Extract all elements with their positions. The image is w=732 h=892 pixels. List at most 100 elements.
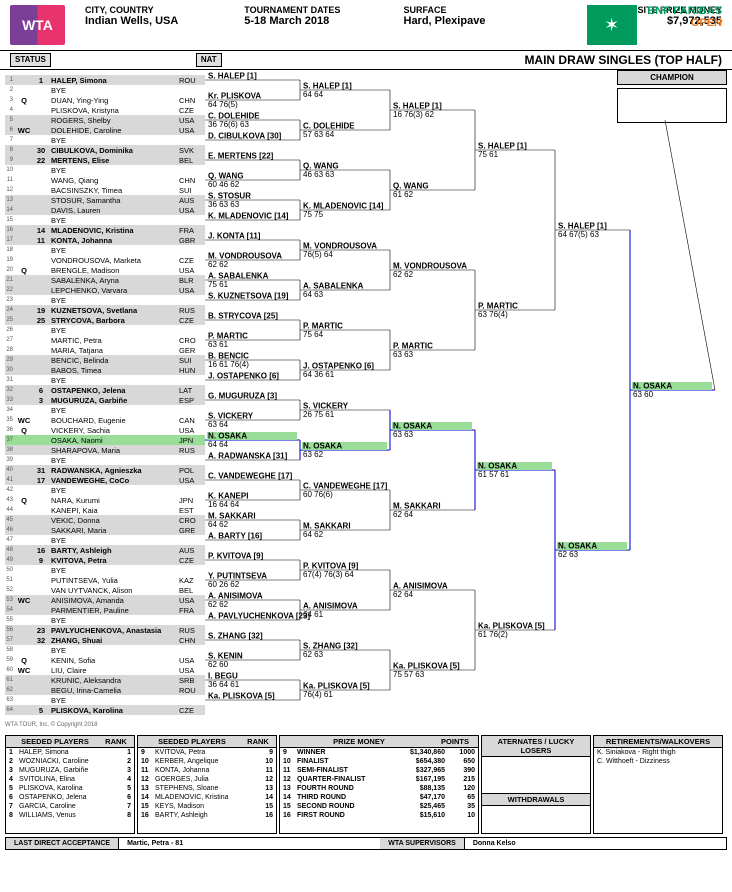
retirement-row: C. Witthoeft - Dizziness	[594, 757, 722, 766]
r1-row: 4816BARTY, AshleighAUS	[5, 545, 205, 555]
svg-text:75 57 63: 75 57 63	[393, 670, 425, 679]
svg-text:J. KONTA [11]: J. KONTA [11]	[208, 232, 261, 241]
svg-text:63 64: 63 64	[208, 420, 229, 429]
svg-text:16 64 64: 16 64 64	[208, 500, 240, 509]
svg-text:64 76(5): 64 76(5)	[208, 100, 238, 109]
supervisors-label: WTA SUPERVISORS	[380, 838, 465, 849]
svg-text:63 63: 63 63	[393, 430, 414, 439]
svg-text:36 64 61: 36 64 61	[208, 680, 240, 689]
r1-row: 43QNARA, KurumiJPN	[5, 495, 205, 505]
seeded-row: 11KONTA, Johanna11	[138, 766, 276, 775]
dates-label: TOURNAMENT DATES	[244, 5, 403, 15]
r1-row: 15BYE	[5, 215, 205, 225]
prize-row: 11SEMI-FINALIST$327,965390	[280, 766, 478, 775]
dates-value: 5-18 March 2018	[244, 15, 403, 27]
svg-text:64 64: 64 64	[208, 440, 229, 449]
r1-row: 4031RADWANSKA, AgnieszkaPOL	[5, 465, 205, 475]
footer-tables: SEEDED PLAYERSRANK 1HALEP, Simona12WOZNI…	[5, 735, 727, 834]
sponsor-icon: ✶	[587, 5, 637, 45]
r1-row: 11WANG, QiangCHN	[5, 175, 205, 185]
surface-value: Hard, Plexipave	[404, 15, 563, 27]
svg-text:64 62: 64 62	[208, 520, 229, 529]
svg-text:26 75 61: 26 75 61	[303, 410, 335, 419]
r1-row: 35WCBOUCHARD, EugenieCAN	[5, 415, 205, 425]
r1-row: 63BYE	[5, 695, 205, 705]
r1-row: 2419KUZNETSOVA, SvetlanaRUS	[5, 305, 205, 315]
seeded-row: 4SVITOLINA, Elina4	[6, 775, 134, 784]
svg-text:16 61 76(4): 16 61 76(4)	[208, 360, 249, 369]
svg-text:57 63 64: 57 63 64	[303, 130, 335, 139]
svg-text:A. RADWANSKA [31]: A. RADWANSKA [31]	[208, 452, 288, 461]
prize-row: 16FIRST ROUND$15,61010	[280, 811, 478, 820]
wta-logo: WTA	[10, 5, 65, 45]
r1-row: 42BYE	[5, 485, 205, 495]
supervisors-value: Donna Kelso	[465, 838, 726, 849]
r1-row: 54PARMENTIER, PaulineFRA	[5, 605, 205, 615]
seeded-row: 6OSTAPENKO, Jelena6	[6, 793, 134, 802]
r1-row: 53WCANISIMOVA, AmandaUSA	[5, 595, 205, 605]
r1-row: 499KVITOVA, PetraCZE	[5, 555, 205, 565]
seeded-row: 8WILLIAMS, Venus8	[6, 811, 134, 820]
footer: SEEDED PLAYERSRANK 1HALEP, Simona12WOZNI…	[0, 730, 732, 855]
r1-row: 3QDUAN, Ying-YingCHN	[5, 95, 205, 105]
seeded-row: 12GOERGES, Julia12	[138, 775, 276, 784]
r1-row: 20QBRENGLE, MadisonUSA	[5, 265, 205, 275]
svg-text:60 26 62: 60 26 62	[208, 580, 240, 589]
r1-row: 12BACSINSZKY, TimeaSUI	[5, 185, 205, 195]
r1-row: 18BYE	[5, 245, 205, 255]
lda-value: Martic, Petra - 81	[119, 838, 380, 849]
r1-row: 11HALEP, SimonaROU	[5, 75, 205, 85]
prize-row: 9WINNER$1,340,8601000	[280, 748, 478, 757]
lda-label: LAST DIRECT ACCEPTANCE	[6, 838, 119, 849]
seeded-right-table: SEEDED PLAYERSRANK 9KVITOVA, Petra910KER…	[137, 735, 277, 834]
svg-text:61 62: 61 62	[393, 190, 414, 199]
r1-row: 1711KONTA, JohannaGBR	[5, 235, 205, 245]
svg-text:64 36 61: 64 36 61	[303, 370, 335, 379]
svg-text:S. HALEP [1]: S. HALEP [1]	[208, 72, 257, 81]
surface-label: SURFACE	[404, 5, 563, 15]
svg-text:63 62: 63 62	[303, 450, 324, 459]
svg-text:60 46 62: 60 46 62	[208, 180, 240, 189]
header: WTA CITY, COUNTRY Indian Wells, USA TOUR…	[0, 0, 732, 50]
r1-row: 38SHARAPOVA, MariaRUS	[5, 445, 205, 455]
svg-text:64 62: 64 62	[303, 530, 324, 539]
footer-bottom: LAST DIRECT ACCEPTANCE Martic, Petra - 8…	[5, 837, 727, 850]
svg-text:75 75: 75 75	[303, 210, 324, 219]
svg-text:61 57 61: 61 57 61	[478, 470, 510, 479]
r1-row: 61KRUNIC, AleksandraSRB	[5, 675, 205, 685]
prize-row: 15SECOND ROUND$25,46535	[280, 802, 478, 811]
svg-text:S. ZHANG [32]: S. ZHANG [32]	[208, 632, 263, 641]
main-title: MAIN DRAW SINGLES (TOP HALF)	[222, 53, 722, 67]
svg-text:64 61: 64 61	[303, 610, 324, 619]
prize-money-table: PRIZE MONEYPOINTS 9WINNER$1,340,86010001…	[279, 735, 479, 834]
retirements-table: RETIREMENTS/WALKOVERS K. Siniakova - Rig…	[593, 735, 723, 834]
r1-row: 44KANEPI, KaiaEST	[5, 505, 205, 515]
r1-row: 2BYE	[5, 85, 205, 95]
svg-text:76(5) 64: 76(5) 64	[303, 250, 333, 259]
round1-column: 11HALEP, SimonaROU2BYE3QDUAN, Ying-YingC…	[5, 75, 205, 715]
seeded-row: 13STEPHENS, Sloane13	[138, 784, 276, 793]
r1-row: 60WCLIU, ClaireUSA	[5, 665, 205, 675]
seeded-row: 7GARCIA, Caroline7	[6, 802, 134, 811]
r1-row: 29BENCIC, BelindaSUI	[5, 355, 205, 365]
svg-text:S. KUZNETSOVA [19]: S. KUZNETSOVA [19]	[208, 292, 289, 301]
r1-row: 51PUTINTSEVA, YuliaKAZ	[5, 575, 205, 585]
svg-text:J. OSTAPENKO [6]: J. OSTAPENKO [6]	[208, 372, 279, 381]
r1-row: 333MUGURUZA, GarbiñeESP	[5, 395, 205, 405]
r1-row: 46SAKKARI, MariaGRE	[5, 525, 205, 535]
seeded-row: 9KVITOVA, Petra9	[138, 748, 276, 757]
r1-row: 47BYE	[5, 535, 205, 545]
svg-text:A. PAVLYUCHENKOVA [23]: A. PAVLYUCHENKOVA [23]	[208, 612, 310, 621]
seeded-row: 3MUGURUZA, Garbiñe3	[6, 766, 134, 775]
svg-text:Ka. PLISKOVA [5]: Ka. PLISKOVA [5]	[208, 692, 275, 701]
svg-text:C. VANDEWEGHE [17]: C. VANDEWEGHE [17]	[208, 472, 293, 481]
svg-text:60 76(6): 60 76(6)	[303, 490, 333, 499]
r1-row: 34BYE	[5, 405, 205, 415]
r1-row: 31BYE	[5, 375, 205, 385]
r1-row: 14DAVIS, LaurenUSA	[5, 205, 205, 215]
r1-row: 4PLISKOVA, KristynaCZE	[5, 105, 205, 115]
r1-row: 50BYE	[5, 565, 205, 575]
r1-row: 922MERTENS, EliseBEL	[5, 155, 205, 165]
r1-row: 830CIBULKOVA, DominikaSVK	[5, 145, 205, 155]
r1-row: 326OSTAPENKO, JelenaLAT	[5, 385, 205, 395]
